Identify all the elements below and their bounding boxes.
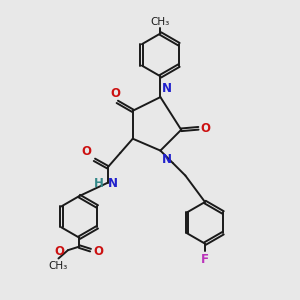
Text: F: F [201, 253, 209, 266]
Text: O: O [55, 245, 65, 258]
Text: N: N [162, 153, 172, 166]
Text: O: O [110, 87, 120, 100]
Text: CH₃: CH₃ [151, 17, 170, 27]
Text: O: O [201, 122, 211, 135]
Text: N: N [162, 82, 172, 95]
Text: O: O [94, 245, 103, 258]
Text: O: O [82, 145, 92, 158]
Text: H: H [94, 177, 104, 190]
Text: CH₃: CH₃ [49, 261, 68, 271]
Text: N: N [108, 177, 118, 190]
